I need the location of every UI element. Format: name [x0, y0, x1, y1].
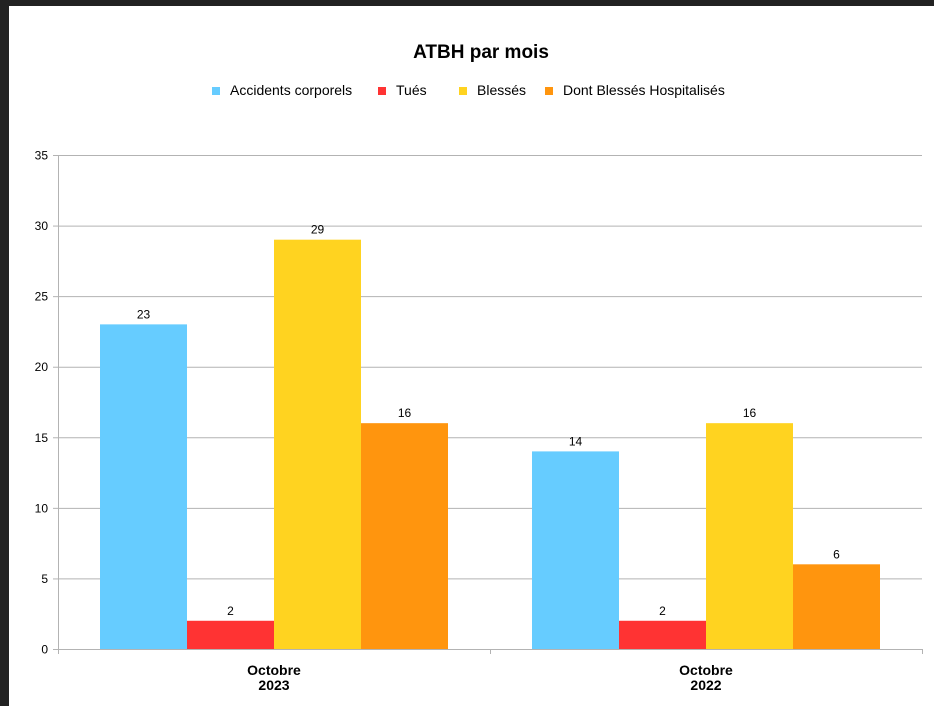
data-label: 23	[137, 307, 151, 321]
category-label: 2022	[690, 677, 721, 693]
category-label: Octobre	[679, 662, 733, 678]
bar-3-1	[793, 564, 880, 649]
data-label: 2	[227, 604, 234, 618]
y-tick-label: 0	[41, 643, 48, 657]
data-label: 6	[833, 547, 840, 561]
bar-2-0	[274, 239, 361, 649]
legend-swatch-1	[378, 87, 386, 95]
bar-2-1	[706, 423, 793, 649]
y-tick-label: 15	[35, 431, 49, 445]
legend-label-1: Tués	[396, 82, 427, 98]
y-tick-label: 20	[35, 360, 49, 374]
legend-swatch-2	[459, 87, 467, 95]
bar-1-0	[187, 620, 274, 649]
y-tick-label: 25	[35, 290, 49, 304]
legend-label-0: Accidents corporels	[230, 82, 352, 98]
category-label: 2023	[258, 677, 289, 693]
bars	[100, 239, 880, 649]
legend-label-2: Blessés	[477, 82, 526, 98]
data-label: 29	[311, 223, 325, 237]
bar-0-1	[532, 451, 619, 649]
legend-label-3: Dont Blessés Hospitalisés	[563, 82, 725, 98]
data-labels: 23 2 29 16 14 2 16 6	[137, 223, 840, 618]
data-label: 16	[398, 406, 412, 420]
legend-swatch-0	[212, 87, 220, 95]
y-tick-label: 30	[35, 219, 49, 233]
y-tick-label: 5	[41, 572, 48, 586]
legend-swatch-3	[545, 87, 553, 95]
category-label: Octobre	[247, 662, 301, 678]
data-label: 2	[659, 604, 666, 618]
y-tick-label: 35	[35, 149, 49, 163]
bar-0-0	[100, 324, 187, 649]
chart-title: ATBH par mois	[413, 42, 549, 63]
data-label: 14	[569, 434, 583, 448]
y-tick-label: 10	[35, 501, 49, 515]
bar-1-1	[619, 620, 706, 649]
gridlines	[58, 155, 922, 580]
data-label: 16	[743, 406, 757, 420]
bar-3-0	[361, 423, 448, 649]
legend: Accidents corporels Tués Blessés Dont Bless…	[212, 82, 725, 98]
chart-svg: ATBH par mois Accidents corporels Tués Ble…	[35, 42, 923, 693]
